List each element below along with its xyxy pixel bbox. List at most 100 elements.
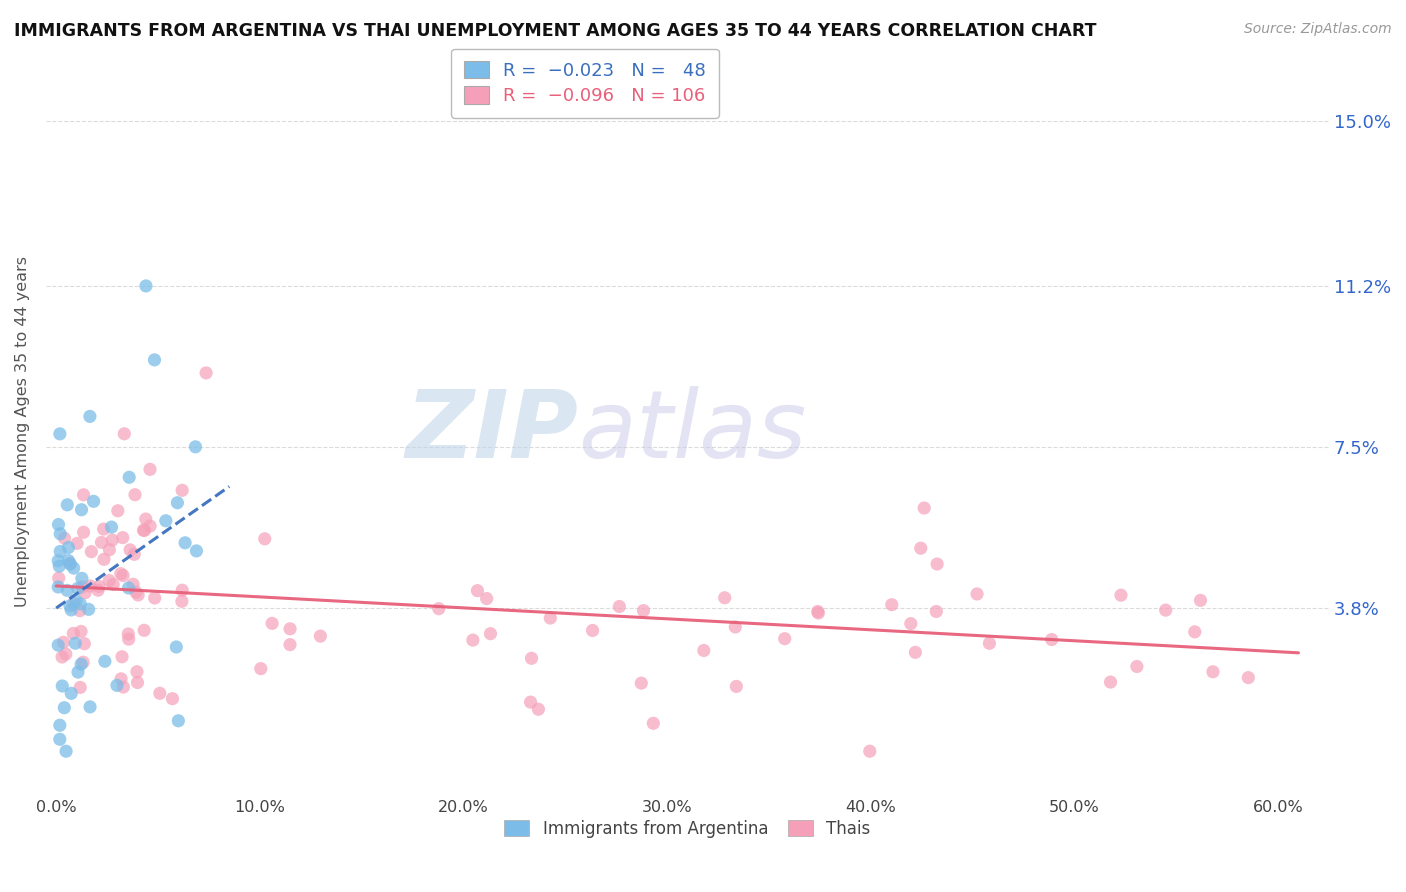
Point — [467, 583, 489, 598]
Point — [125, 585, 148, 599]
Point — [49, 718, 72, 732]
Point — [195, 366, 218, 380]
Point — [309, 629, 332, 643]
Point — [79, 409, 101, 424]
Point — [143, 591, 166, 605]
Point — [112, 680, 135, 694]
Point — [66, 665, 89, 679]
Point — [713, 591, 735, 605]
Point — [155, 514, 177, 528]
Point — [538, 611, 561, 625]
Point — [1237, 671, 1260, 685]
Point — [633, 604, 655, 618]
Point — [880, 598, 903, 612]
Point — [58, 554, 80, 568]
Point — [110, 566, 132, 581]
Point — [111, 531, 134, 545]
Point — [49, 426, 72, 441]
Point — [132, 524, 155, 538]
Point — [1154, 603, 1177, 617]
Point — [60, 686, 83, 700]
Point — [72, 488, 94, 502]
Point — [87, 583, 110, 598]
Point — [98, 542, 121, 557]
Text: Source: ZipAtlas.com: Source: ZipAtlas.com — [1244, 22, 1392, 37]
Point — [172, 483, 194, 498]
Point — [77, 602, 100, 616]
Point — [100, 520, 122, 534]
Point — [139, 462, 162, 476]
Point — [122, 577, 145, 591]
Text: IMMIGRANTS FROM ARGENTINA VS THAI UNEMPLOYMENT AMONG AGES 35 TO 44 YEARS CORRELA: IMMIGRANTS FROM ARGENTINA VS THAI UNEMPL… — [14, 22, 1097, 40]
Point — [117, 627, 139, 641]
Point — [174, 536, 197, 550]
Point — [70, 657, 93, 672]
Point — [165, 640, 187, 654]
Point — [46, 580, 69, 594]
Point — [122, 547, 145, 561]
Point — [162, 691, 184, 706]
Point — [1202, 665, 1225, 679]
Point — [93, 552, 115, 566]
Point — [103, 577, 125, 591]
Point — [186, 544, 208, 558]
Legend: Immigrants from Argentina, Thais: Immigrants from Argentina, Thais — [498, 814, 877, 845]
Point — [56, 583, 79, 598]
Point — [89, 579, 111, 593]
Point — [53, 700, 76, 714]
Point — [461, 633, 484, 648]
Point — [519, 695, 541, 709]
Point — [127, 588, 149, 602]
Point — [94, 654, 117, 668]
Point — [912, 501, 935, 516]
Point — [124, 488, 146, 502]
Point — [72, 525, 94, 540]
Point — [643, 716, 665, 731]
Point — [249, 662, 271, 676]
Point — [48, 517, 70, 532]
Point — [46, 554, 69, 568]
Point — [60, 603, 83, 617]
Point — [1040, 632, 1063, 647]
Point — [70, 624, 93, 639]
Point — [134, 524, 156, 538]
Point — [724, 620, 747, 634]
Point — [51, 650, 73, 665]
Point — [118, 470, 141, 484]
Point — [49, 544, 72, 558]
Point — [581, 624, 603, 638]
Point — [107, 504, 129, 518]
Point — [53, 531, 76, 545]
Text: atlas: atlas — [578, 386, 807, 477]
Point — [859, 744, 882, 758]
Point — [56, 498, 79, 512]
Point — [66, 582, 89, 596]
Point — [134, 624, 156, 638]
Point — [630, 676, 652, 690]
Point — [149, 686, 172, 700]
Point — [135, 279, 157, 293]
Point — [278, 622, 301, 636]
Point — [120, 542, 142, 557]
Point — [966, 587, 988, 601]
Point — [62, 626, 84, 640]
Point — [127, 675, 149, 690]
Point — [1099, 675, 1122, 690]
Point — [55, 647, 77, 661]
Point — [90, 535, 112, 549]
Point — [479, 626, 502, 640]
Point — [725, 680, 748, 694]
Point — [93, 522, 115, 536]
Point — [49, 732, 72, 747]
Point — [262, 616, 284, 631]
Y-axis label: Unemployment Among Ages 35 to 44 years: Unemployment Among Ages 35 to 44 years — [15, 256, 30, 607]
Point — [51, 679, 73, 693]
Text: ZIP: ZIP — [405, 385, 578, 477]
Point — [253, 532, 276, 546]
Point — [62, 561, 84, 575]
Point — [1189, 593, 1212, 607]
Point — [609, 599, 631, 614]
Point — [112, 568, 135, 582]
Point — [925, 605, 948, 619]
Point — [1184, 624, 1206, 639]
